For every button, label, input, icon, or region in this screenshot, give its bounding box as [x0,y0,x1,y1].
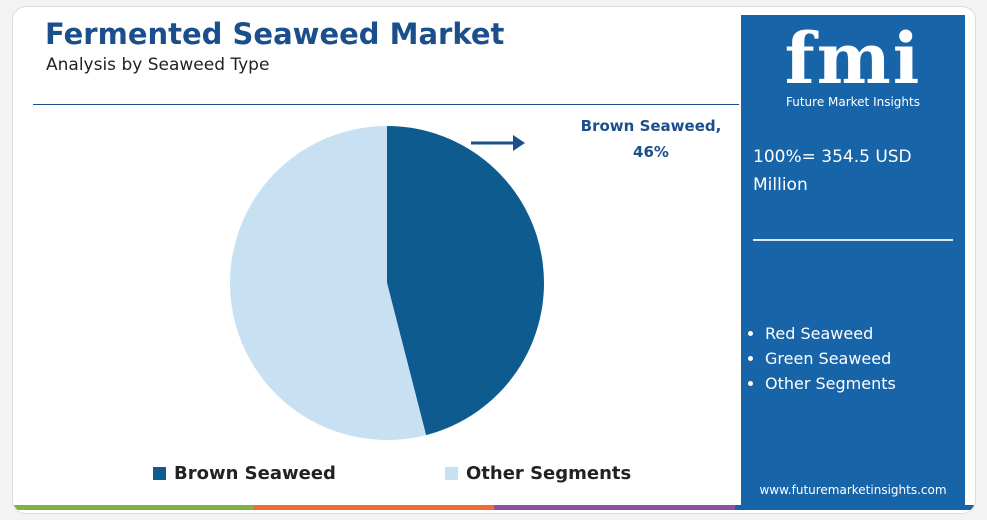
legend-item: Brown Seaweed [153,463,336,484]
brand: Future Market Insights [785,95,920,109]
chart-title: Fermented Seaweed Market [45,17,505,51]
bar-segment [494,505,735,510]
data-label: Brown Seaweed, 46% [580,117,722,161]
legend-label: Other Segments [466,463,632,484]
segment-item: Green Seaweed [765,346,896,371]
pie-slice [230,126,427,440]
card: Fermented Seaweed Market Analysis by Sea… [12,6,976,514]
website: www.futuremarketinsights.com [759,483,947,497]
legend-item: Other Segments [445,463,631,484]
divider [33,104,739,105]
segment-item: Other Segments [765,371,896,396]
legend-swatch [445,467,458,480]
logo: fmi [784,17,922,100]
arrow-head [513,135,525,151]
bar-segment [13,505,254,510]
chart-subtitle: Analysis by Seaweed Type [46,55,270,75]
divider [753,239,953,241]
segment-item: Red Seaweed [765,321,896,346]
color-bar [13,505,975,510]
bar-segment [253,505,494,510]
legend-label: Brown Seaweed [174,463,336,484]
legend-swatch [153,467,166,480]
bar-segment [734,505,975,510]
sidebar: fmi Future Market Insights 100%= 354.5 U… [741,15,965,505]
pie-slice [387,126,545,436]
total: 100%= 354.5 USD Million [753,147,912,195]
pie-chart [230,126,545,440]
